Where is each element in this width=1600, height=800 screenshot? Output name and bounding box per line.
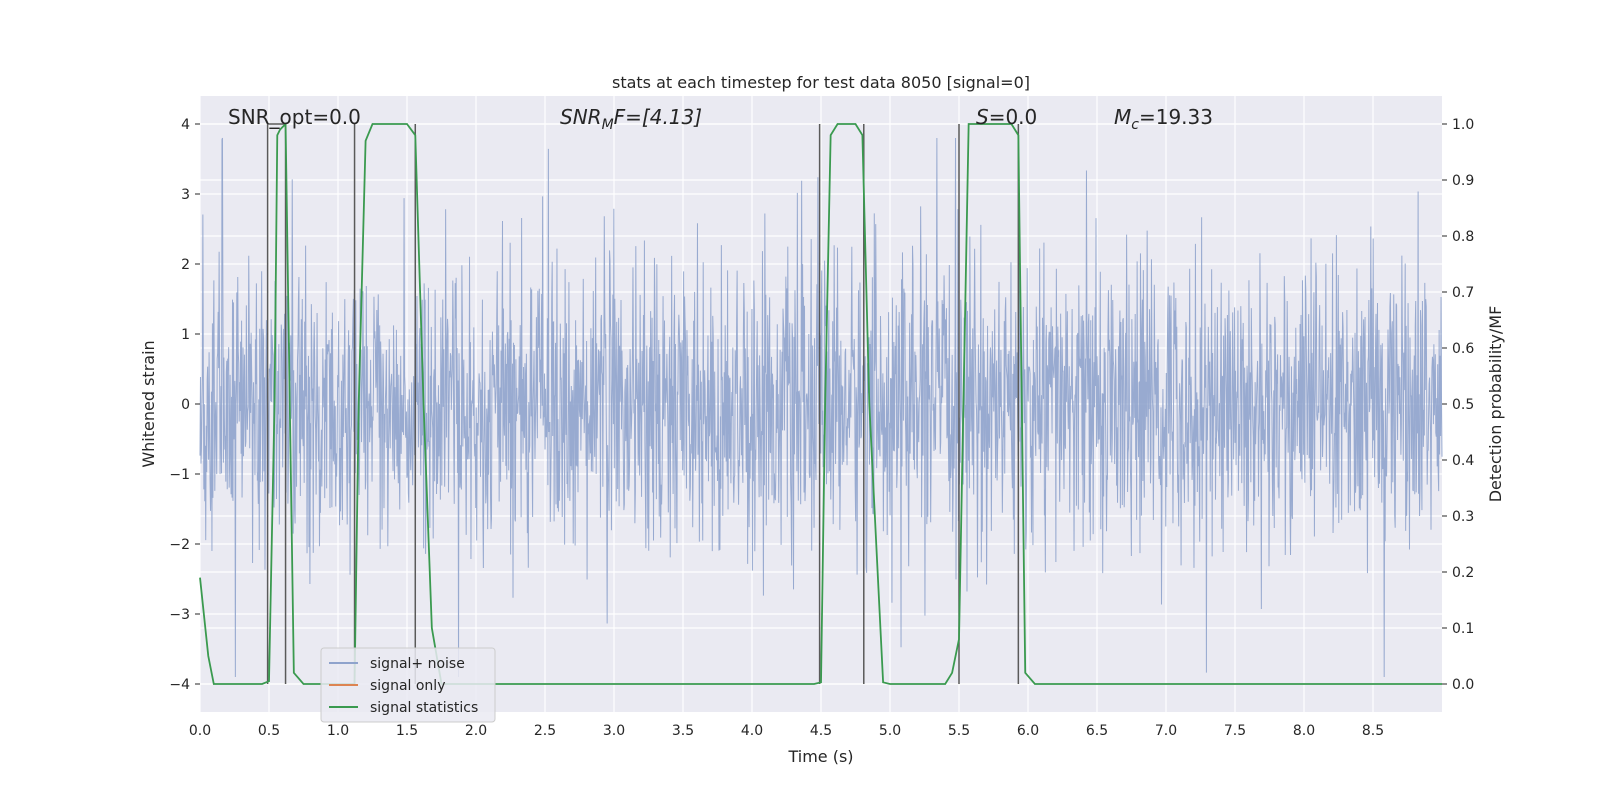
y-left-tick-label: 3 bbox=[181, 187, 190, 203]
legend-box bbox=[320, 647, 496, 723]
legend-label-signal-plus-noise: signal+ noise bbox=[370, 656, 465, 672]
y-left-tick-label: −1 bbox=[169, 467, 190, 483]
annotation-mc: Mc=19.33 bbox=[1114, 105, 1213, 133]
y-right-tick-label: 0.4 bbox=[1452, 453, 1474, 469]
y-right-tick-label: 1.0 bbox=[1452, 117, 1474, 133]
x-tick-label: 2.0 bbox=[465, 723, 487, 739]
annotation-snr-mf-rest: F=[4.13] bbox=[614, 105, 702, 129]
y-left-tick-label: −4 bbox=[169, 677, 190, 693]
y-right-tick-label: 0.6 bbox=[1452, 341, 1474, 357]
x-tick-label: 1.5 bbox=[396, 723, 418, 739]
annotation-snr-mf: SNRMF=[4.13] bbox=[560, 105, 702, 133]
legend-label-signal-only: signal only bbox=[370, 678, 445, 694]
y-axis-left-label: Whitened strain bbox=[139, 340, 158, 467]
annotation-snr-mf-base: SNR bbox=[560, 105, 602, 129]
annotation-mc-base: M bbox=[1114, 105, 1131, 129]
x-tick-label: 4.5 bbox=[810, 723, 832, 739]
x-tick-label: 5.0 bbox=[879, 723, 901, 739]
y-right-tick-label: 0.1 bbox=[1452, 621, 1474, 637]
x-tick-label: 6.0 bbox=[1017, 723, 1039, 739]
y-right-tick-label: 0.0 bbox=[1452, 677, 1474, 693]
x-tick-label: 4.0 bbox=[741, 723, 763, 739]
y-right-tick-label: 0.8 bbox=[1452, 229, 1474, 245]
annotation-mc-sub: c bbox=[1131, 117, 1139, 133]
x-axis-ticks: 0.0 0.5 1.0 1.5 2.0 2.5 3.0 3.5 4.0 4.5 5.0 5.5 6.0 6… bbox=[189, 723, 1384, 739]
event-lines bbox=[266, 123, 1020, 684]
x-tick-label: 1.0 bbox=[327, 723, 349, 739]
y-left-tick-label: −3 bbox=[169, 607, 190, 623]
x-tick-label: 7.0 bbox=[1155, 723, 1177, 739]
x-tick-label: 7.5 bbox=[1224, 723, 1246, 739]
y-left-tick-label: 1 bbox=[181, 327, 190, 343]
y-left-tick-label: 4 bbox=[181, 117, 190, 133]
x-tick-label: 0.5 bbox=[258, 723, 280, 739]
annotation-s-var: S bbox=[976, 105, 989, 129]
y-right-tick-label: 0.3 bbox=[1452, 509, 1474, 525]
x-tick-label: 8.0 bbox=[1293, 723, 1315, 739]
x-tick-label: 3.5 bbox=[672, 723, 694, 739]
annotation-s: S=0.0 bbox=[976, 105, 1037, 129]
y-axis-right-label: Detection probability/MF bbox=[1486, 306, 1505, 503]
annotation-snr-mf-sub: M bbox=[602, 117, 614, 133]
chart-title: stats at each timestep for test data 805… bbox=[612, 73, 1030, 92]
annotation-snr-opt: SNR_opt=0.0 bbox=[228, 105, 361, 129]
y-right-tick-label: 0.9 bbox=[1452, 173, 1474, 189]
series-signal-plus-noise bbox=[199, 137, 1443, 678]
plot-area bbox=[199, 96, 1443, 712]
x-tick-label: 3.0 bbox=[603, 723, 625, 739]
y-axis-left-ticks: 4 3 2 1 0 −1 −2 −3 −4 bbox=[169, 117, 200, 693]
annotation-mc-rest: =19.33 bbox=[1139, 105, 1213, 129]
legend-label-signal-statistics: signal statistics bbox=[370, 700, 478, 716]
legend: signal+ noise signal only signal statist… bbox=[320, 647, 496, 723]
y-left-tick-label: 2 bbox=[181, 257, 190, 273]
y-right-tick-label: 0.5 bbox=[1452, 397, 1474, 413]
line-signal-plus-noise bbox=[199, 137, 1443, 678]
x-tick-label: 8.5 bbox=[1362, 723, 1384, 739]
y-axis-right-ticks: 1.0 0.9 0.8 0.7 0.6 0.5 0.4 0.3 0.2 0.1 0.0 bbox=[1442, 117, 1474, 693]
x-tick-label: 5.5 bbox=[948, 723, 970, 739]
x-tick-label: 6.5 bbox=[1086, 723, 1108, 739]
x-tick-label: 2.5 bbox=[534, 723, 556, 739]
y-left-tick-label: −2 bbox=[169, 537, 190, 553]
y-right-tick-label: 0.7 bbox=[1452, 285, 1474, 301]
y-left-tick-label: 0 bbox=[181, 397, 190, 413]
annotation-s-rest: =0.0 bbox=[989, 105, 1038, 129]
y-right-tick-label: 0.2 bbox=[1452, 565, 1474, 581]
x-axis-label: Time (s) bbox=[787, 747, 853, 766]
x-tick-label: 0.0 bbox=[189, 723, 211, 739]
